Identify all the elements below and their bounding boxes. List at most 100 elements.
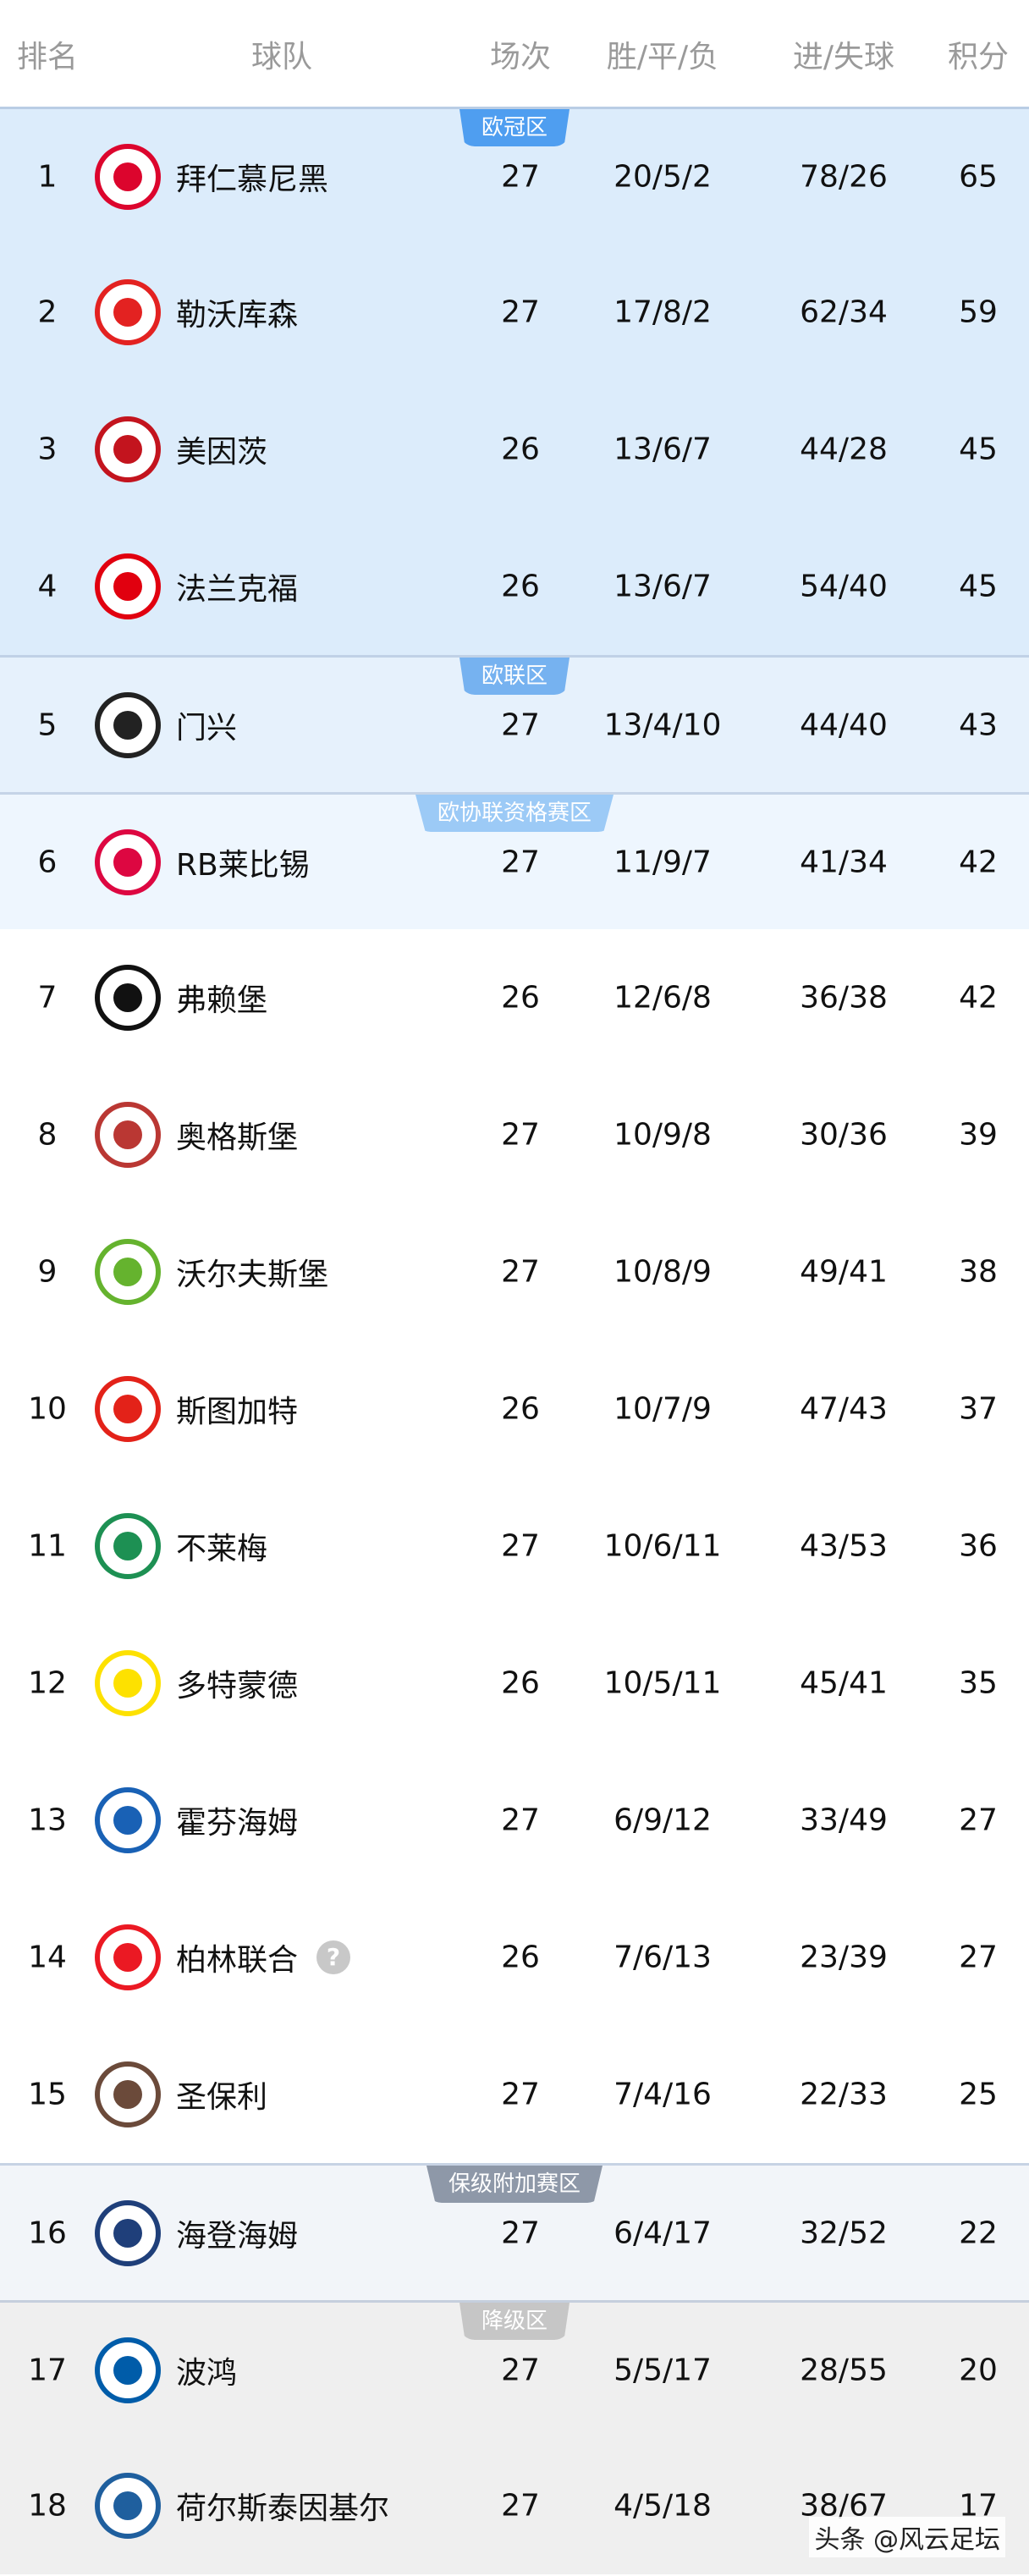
table-row[interactable]: 18 荷尔斯泰因基尔 27 4/5/18 38/67 17 — [0, 2437, 1029, 2574]
help-icon[interactable]: ? — [316, 1940, 351, 1974]
header-rank: 排名 — [16, 40, 79, 74]
team-name[interactable]: 勒沃库森 — [176, 298, 299, 333]
points: 43 — [959, 707, 998, 742]
goals: 44/28 — [800, 432, 888, 467]
table-row[interactable]: 降级区 17 波鸿 27 5/5/17 28/55 20 — [0, 2300, 1029, 2437]
team-name[interactable]: RB莱比锡 — [176, 847, 310, 883]
table-row[interactable]: 2 勒沃库森 27 17/8/2 62/34 59 — [0, 244, 1029, 381]
team-name[interactable]: 美因茨 — [176, 435, 268, 470]
rank: 13 — [28, 1803, 67, 1838]
table-row[interactable]: 7 弗赖堡 26 12/6/8 36/38 42 — [0, 929, 1029, 1066]
team-name[interactable]: 霍芬海姆 — [176, 1806, 299, 1841]
wolfsburg-logo-icon — [95, 1239, 161, 1305]
leverkusen-logo-icon — [95, 279, 161, 345]
rank: 2 — [37, 294, 58, 330]
played: 27 — [501, 159, 540, 194]
rank: 3 — [37, 432, 58, 467]
table-row[interactable]: 14 柏林联合? 26 7/6/13 23/39 27 — [0, 1889, 1029, 2026]
points: 37 — [959, 1391, 998, 1427]
points: 38 — [959, 1254, 998, 1290]
freiburg-logo-icon — [95, 965, 161, 1031]
win-draw-loss: 17/8/2 — [614, 294, 712, 330]
table-row[interactable]: 11 不莱梅 27 10/6/11 43/53 36 — [0, 1478, 1029, 1615]
goals: 54/40 — [800, 569, 888, 604]
rank: 1 — [37, 159, 58, 194]
kiel-logo-icon — [95, 2473, 161, 2539]
table-row[interactable]: 9 沃尔夫斯堡 27 10/8/9 49/41 38 — [0, 1203, 1029, 1340]
table-row[interactable]: 15 圣保利 27 7/4/16 22/33 25 — [0, 2026, 1029, 2163]
table-row[interactable]: 欧协联资格赛区 6 RB莱比锡 27 11/9/7 41/34 42 — [0, 792, 1029, 929]
rank: 10 — [28, 1391, 67, 1427]
header-team: 球队 — [250, 40, 313, 74]
bochum-logo-icon — [95, 2337, 161, 2403]
table-row[interactable]: 欧联区 5 门兴 27 13/4/10 44/40 43 — [0, 655, 1029, 792]
rank: 14 — [28, 1940, 67, 1975]
standings-table: 欧冠区 1 拜仁慕尼黑 27 20/5/2 78/26 65 2 勒沃库森 27 1… — [0, 107, 1029, 2574]
win-draw-loss: 6/9/12 — [614, 1803, 712, 1838]
win-draw-loss: 7/6/13 — [614, 1940, 712, 1975]
table-row[interactable]: 10 斯图加特 26 10/7/9 47/43 37 — [0, 1340, 1029, 1478]
zone-badge: 欧联区 — [459, 658, 570, 695]
table-row[interactable]: 12 多特蒙德 26 10/5/11 45/41 35 — [0, 1615, 1029, 1752]
goals: 28/55 — [800, 2353, 888, 2387]
played: 27 — [501, 2077, 540, 2112]
table-row[interactable]: 3 美因茨 26 13/6/7 44/28 45 — [0, 381, 1029, 518]
team-name[interactable]: 多特蒙德 — [176, 1669, 299, 1704]
zone-badge: 保级附加赛区 — [426, 2166, 603, 2203]
rank: 12 — [28, 1665, 67, 1701]
goals: 43/53 — [800, 1528, 888, 1564]
win-draw-loss: 12/6/8 — [614, 980, 712, 1016]
rank: 5 — [37, 707, 58, 742]
played: 27 — [501, 2353, 540, 2387]
team-name[interactable]: 波鸿 — [176, 2355, 238, 2391]
team-name[interactable]: 奥格斯堡 — [176, 1120, 299, 1155]
union-logo-icon — [95, 1924, 161, 1990]
win-draw-loss: 10/8/9 — [614, 1254, 712, 1290]
points: 20 — [959, 2353, 998, 2387]
win-draw-loss: 10/9/8 — [614, 1117, 712, 1153]
header-goals: 进/失球 — [792, 40, 895, 74]
played: 27 — [501, 1254, 540, 1290]
played: 27 — [501, 1528, 540, 1564]
win-draw-loss: 20/5/2 — [614, 159, 712, 194]
played: 27 — [501, 845, 540, 879]
team-name[interactable]: 弗赖堡 — [176, 983, 268, 1018]
bayern-logo-icon — [95, 143, 161, 210]
win-draw-loss: 7/4/16 — [614, 2077, 712, 2112]
played: 26 — [501, 569, 540, 604]
team-name[interactable]: 拜仁慕尼黑 — [176, 162, 329, 197]
goals: 22/33 — [800, 2077, 888, 2112]
team-name[interactable]: 海登海姆 — [176, 2218, 299, 2254]
team-name[interactable]: 不莱梅 — [176, 1532, 268, 1566]
points: 36 — [959, 1528, 998, 1564]
played: 26 — [501, 432, 540, 467]
table-row[interactable]: 13 霍芬海姆 27 6/9/12 33/49 27 — [0, 1752, 1029, 1889]
table-row[interactable]: 欧冠区 1 拜仁慕尼黑 27 20/5/2 78/26 65 — [0, 107, 1029, 244]
dortmund-logo-icon — [95, 1650, 161, 1716]
team-name[interactable]: 圣保利 — [176, 2080, 268, 2115]
gladbach-logo-icon — [95, 691, 161, 758]
points: 65 — [959, 159, 998, 194]
goals: 33/49 — [800, 1803, 888, 1838]
team-name[interactable]: 斯图加特 — [176, 1395, 299, 1429]
rank: 17 — [28, 2353, 67, 2387]
played: 26 — [501, 1665, 540, 1701]
team-name[interactable]: 门兴 — [176, 710, 238, 746]
rank: 15 — [28, 2077, 67, 2112]
team-name[interactable]: 荷尔斯泰因基尔 — [176, 2491, 390, 2526]
rank: 16 — [28, 2215, 67, 2250]
win-draw-loss: 10/7/9 — [614, 1391, 712, 1427]
team-name[interactable]: 柏林联合 — [176, 1943, 299, 1978]
team-name[interactable]: 法兰克福 — [176, 572, 299, 607]
team-name[interactable]: 沃尔夫斯堡 — [176, 1258, 329, 1292]
points: 45 — [959, 432, 998, 467]
leipzig-logo-icon — [95, 828, 161, 895]
rank: 18 — [28, 2488, 67, 2524]
rank: 9 — [37, 1254, 58, 1290]
table-row[interactable]: 保级附加赛区 16 海登海姆 27 6/4/17 32/52 22 — [0, 2163, 1029, 2300]
points: 27 — [959, 1940, 998, 1975]
table-row[interactable]: 4 法兰克福 26 13/6/7 54/40 45 — [0, 518, 1029, 655]
rank: 11 — [28, 1528, 67, 1564]
table-row[interactable]: 8 奥格斯堡 27 10/9/8 30/36 39 — [0, 1066, 1029, 1203]
goals: 44/40 — [800, 707, 888, 742]
